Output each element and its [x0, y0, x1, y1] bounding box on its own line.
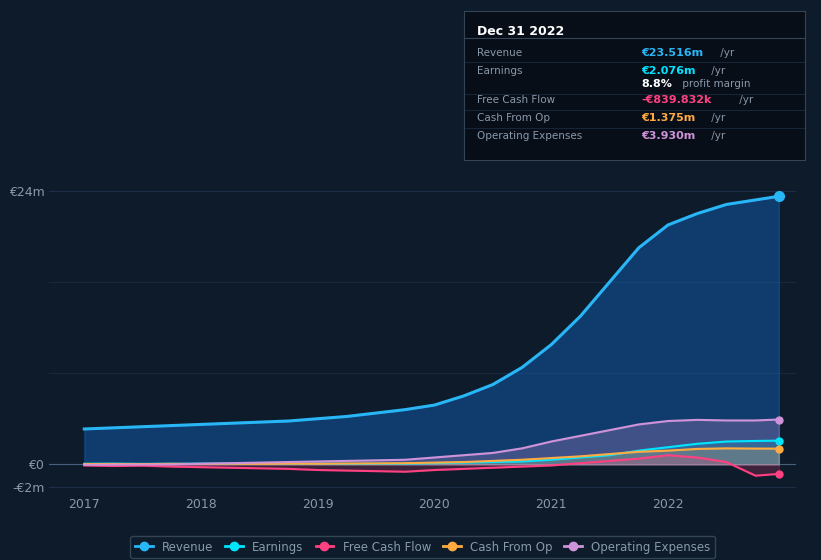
Text: Dec 31 2022: Dec 31 2022	[478, 25, 565, 38]
Text: /yr: /yr	[718, 48, 735, 58]
Text: /yr: /yr	[736, 95, 754, 105]
Text: Revenue: Revenue	[478, 48, 523, 58]
Legend: Revenue, Earnings, Free Cash Flow, Cash From Op, Operating Expenses: Revenue, Earnings, Free Cash Flow, Cash …	[131, 536, 715, 558]
Text: €3.930m: €3.930m	[641, 131, 695, 141]
Text: profit margin: profit margin	[679, 79, 750, 89]
Text: €1.375m: €1.375m	[641, 113, 695, 123]
Text: Operating Expenses: Operating Expenses	[478, 131, 583, 141]
Text: Earnings: Earnings	[478, 66, 523, 76]
Text: /yr: /yr	[708, 113, 725, 123]
Text: /yr: /yr	[708, 66, 725, 76]
Text: €23.516m: €23.516m	[641, 48, 703, 58]
Text: /yr: /yr	[708, 131, 725, 141]
Text: €2.076m: €2.076m	[641, 66, 695, 76]
Text: Free Cash Flow: Free Cash Flow	[478, 95, 556, 105]
Text: -€839.832k: -€839.832k	[641, 95, 712, 105]
Text: Cash From Op: Cash From Op	[478, 113, 551, 123]
Text: 8.8%: 8.8%	[641, 79, 672, 89]
